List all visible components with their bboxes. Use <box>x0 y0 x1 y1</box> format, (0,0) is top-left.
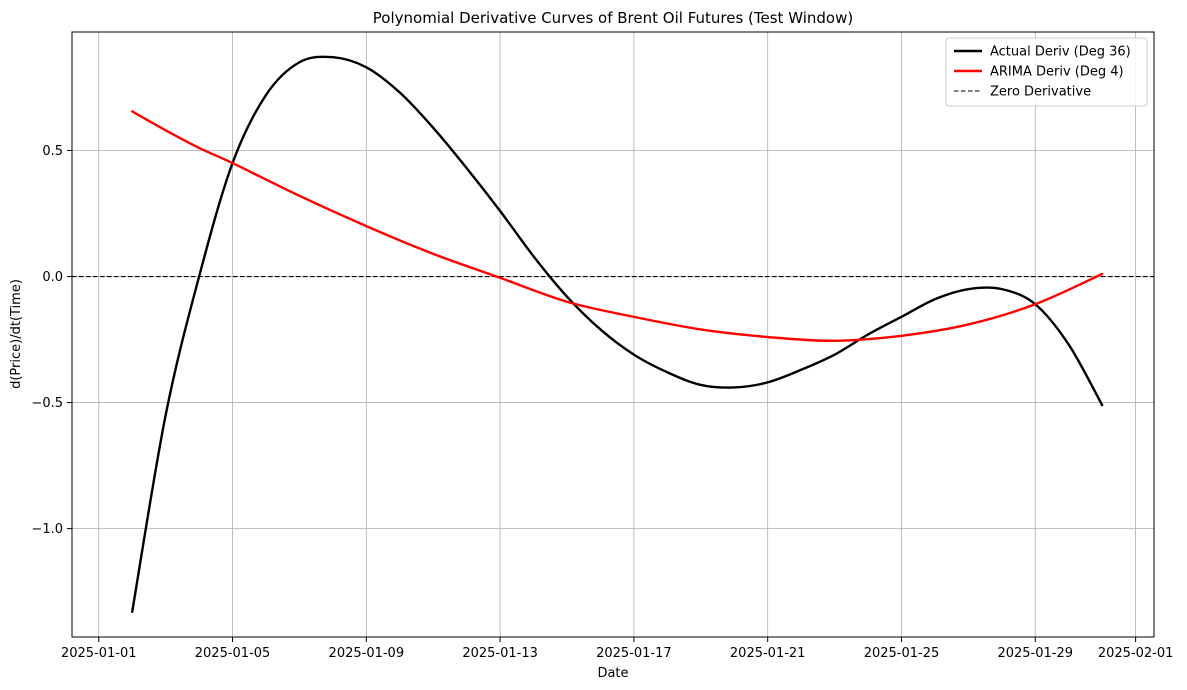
x-tick-label: 2025-01-09 <box>329 646 405 661</box>
x-axis-label: Date <box>597 666 628 681</box>
x-tick-label: 2025-01-25 <box>864 646 940 661</box>
series-layer <box>131 55 1104 613</box>
y-tick-label: −1.0 <box>31 522 63 537</box>
y-tick-label: −0.5 <box>31 396 63 411</box>
grid-lines <box>72 32 1154 637</box>
chart-title: Polynomial Derivative Curves of Brent Oi… <box>373 9 853 27</box>
y-axis-ticks: 0.5 0.0 −0.5 −1.0 <box>31 144 72 537</box>
x-tick-label: 2025-01-21 <box>730 646 806 661</box>
x-tick-label: 2025-01-13 <box>462 646 538 661</box>
x-tick-label: 2025-01-17 <box>596 646 672 661</box>
plot-frame <box>71 31 1155 638</box>
x-tick-label: 2025-01-01 <box>61 646 137 661</box>
x-axis-ticks: 2025-01-01 2025-01-05 2025-01-09 2025-01-13… <box>61 637 1173 661</box>
x-tick-label: 2025-01-05 <box>195 646 271 661</box>
series-line-arima-deriv-deg-4 <box>131 110 1104 343</box>
legend-label: ARIMA Deriv (Deg 4) <box>990 65 1124 80</box>
legend-label: Actual Deriv (Deg 36) <box>990 45 1131 60</box>
series-line-actual-deriv-deg-36 <box>131 55 1104 613</box>
y-tick-label: 0.5 <box>42 144 63 159</box>
x-tick-label: 2025-02-01 <box>1098 646 1174 661</box>
x-tick-label: 2025-01-29 <box>997 646 1073 661</box>
y-tick-label: 0.0 <box>42 270 63 285</box>
legend: Actual Deriv (Deg 36) ARIMA Deriv (Deg 4)… <box>945 37 1148 107</box>
y-axis-label: d(Price)/dt(Time) <box>9 279 24 389</box>
legend-box <box>945 37 1148 107</box>
legend-label: Zero Derivative <box>990 85 1091 100</box>
